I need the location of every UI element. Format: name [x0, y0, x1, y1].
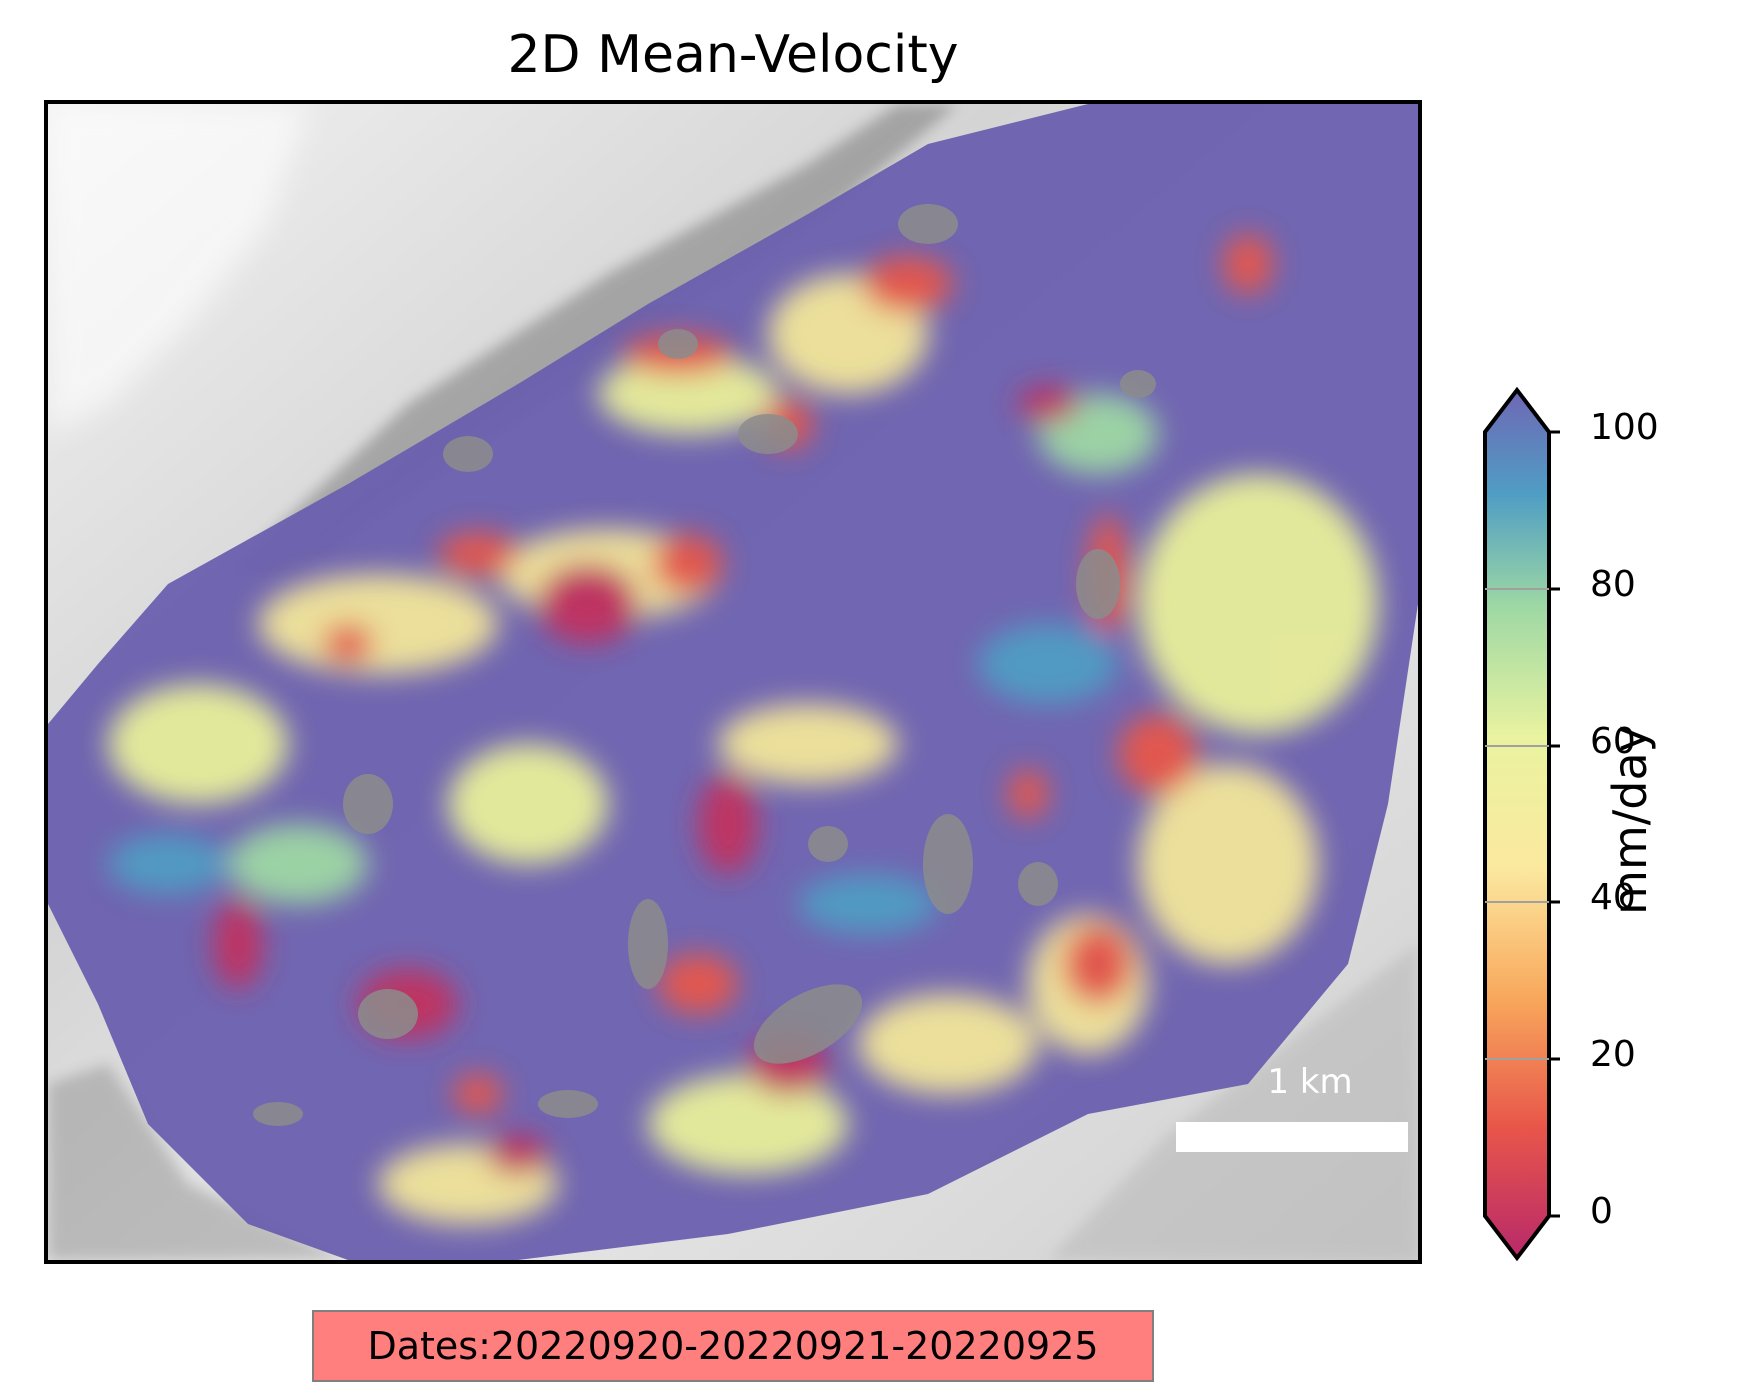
colorbar-label: mm/day [1603, 725, 1657, 915]
velocity-map[interactable] [44, 100, 1422, 1264]
map-svg [48, 104, 1418, 1260]
colorbar-tick-100: 100 [1590, 407, 1659, 448]
colorbar-tick-80: 80 [1590, 564, 1636, 605]
scale-bar-label: 1 km [1267, 1062, 1353, 1102]
colorbar-tick-40: 40 [1590, 877, 1636, 918]
colorbar-tick-0: 0 [1590, 1191, 1613, 1232]
dates-label: Dates:20220920-20220921-20220925 [367, 1324, 1099, 1368]
scale-bar [1176, 1122, 1408, 1152]
colorbar-gradient [1483, 386, 1551, 1262]
chart-title: 2D Mean-Velocity [507, 25, 959, 85]
colorbar-tick-20: 20 [1590, 1034, 1636, 1075]
colorbar-tick-60: 60 [1590, 721, 1636, 762]
dates-box: Dates:20220920-20220921-20220925 [312, 1310, 1154, 1382]
colorbar [1483, 386, 1560, 1262]
